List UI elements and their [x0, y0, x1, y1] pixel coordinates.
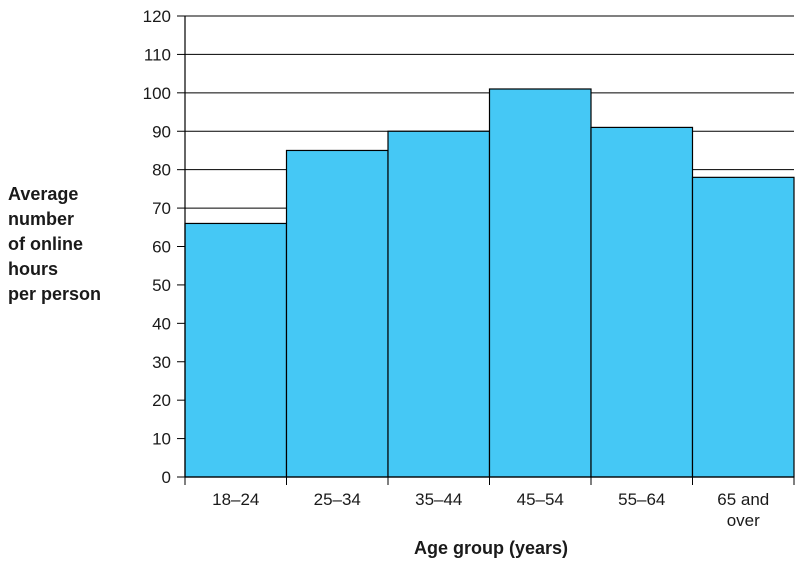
bars — [184, 88, 795, 478]
y-tick-labels: 0 10 20 30 40 50 60 70 80 90 100 110 120 — [143, 7, 185, 487]
y-tick-label: 80 — [152, 161, 171, 180]
x-tick-label: 55–64 — [618, 490, 665, 509]
x-tick-label: 45–54 — [517, 490, 564, 509]
y-axis-label: Average number of online hours per person — [8, 184, 101, 304]
y-tick-label: 100 — [143, 84, 171, 103]
bar — [691, 176, 795, 478]
bar — [488, 88, 592, 478]
x-tick-label: 25–34 — [314, 490, 361, 509]
y-tick-label: 70 — [152, 199, 171, 218]
y-tick-label: 60 — [152, 238, 171, 257]
y-tick-label: 0 — [162, 468, 171, 487]
y-tick-label: 90 — [152, 122, 171, 141]
x-tick-label: 35–44 — [415, 490, 462, 509]
x-axis-label: Age group (years) — [414, 538, 568, 558]
bar — [285, 149, 389, 478]
y-tick-label: 110 — [144, 45, 171, 64]
y-tick-label: 10 — [152, 430, 171, 449]
y-tick-label: 20 — [152, 391, 171, 410]
y-tick-label: 50 — [152, 276, 171, 295]
y-tick-label: 40 — [152, 314, 171, 333]
y-tick-label: 30 — [152, 353, 171, 372]
x-tick-label: 18–24 — [212, 490, 259, 509]
bar — [590, 126, 694, 478]
x-tick-label: 65 and over — [717, 490, 769, 530]
bar — [387, 130, 491, 478]
bar — [184, 222, 288, 478]
y-tick-label: 120 — [143, 7, 171, 26]
x-tick-labels: 18–24 25–34 35–44 45–54 55–64 65 and over — [184, 477, 795, 530]
